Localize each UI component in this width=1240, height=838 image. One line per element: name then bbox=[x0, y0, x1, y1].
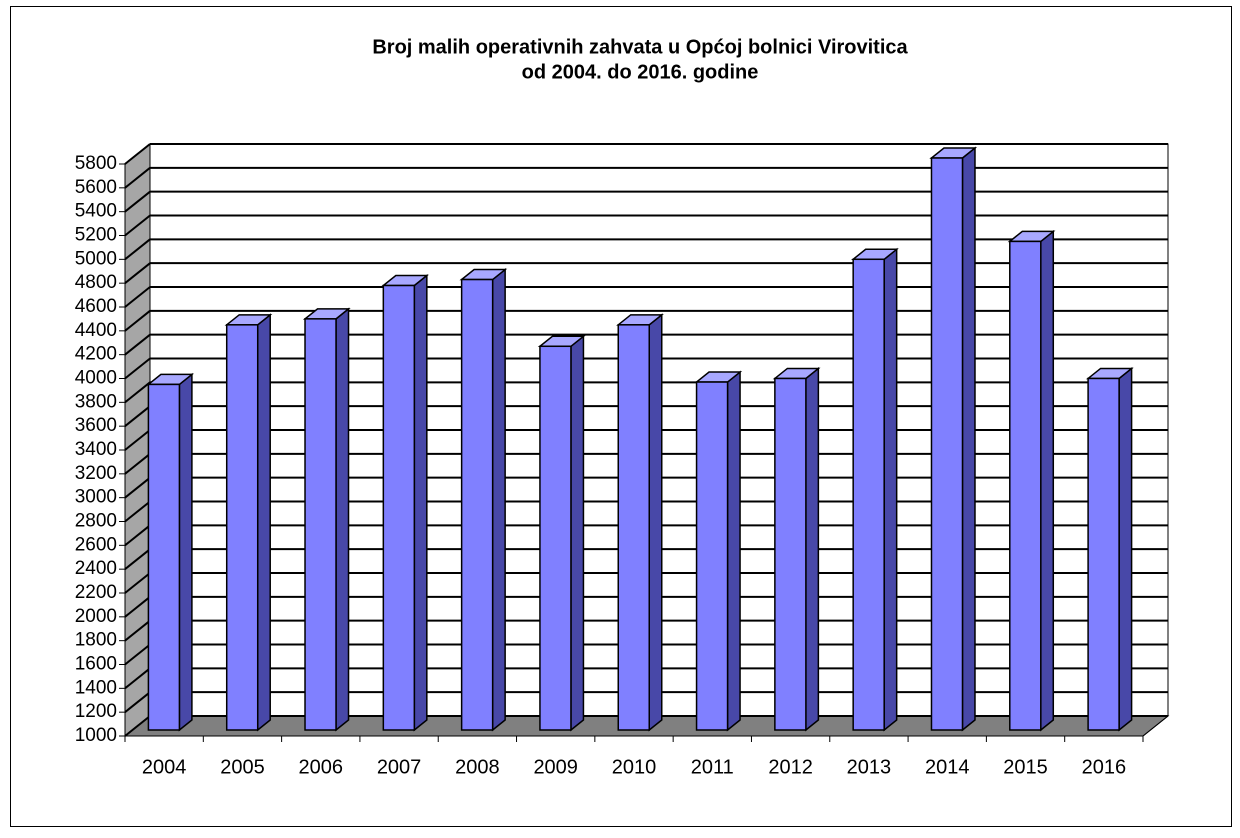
y-tick-label: 3600 bbox=[75, 415, 117, 436]
grid-line-side bbox=[124, 548, 151, 570]
bar bbox=[930, 157, 964, 731]
y-tick-label: 1000 bbox=[75, 725, 117, 746]
bar-side bbox=[570, 334, 585, 732]
grid-line-side bbox=[124, 524, 151, 547]
chart-subtitle: od 2004. do 2016. godine bbox=[522, 61, 759, 83]
y-tick-label: 5200 bbox=[75, 225, 117, 246]
grid-line-side bbox=[124, 143, 151, 165]
bar-side bbox=[1040, 229, 1055, 732]
grid-line-side bbox=[124, 667, 151, 690]
bar bbox=[304, 318, 337, 731]
y-tick-label: 1800 bbox=[75, 630, 117, 651]
grid-line-side bbox=[124, 167, 151, 189]
y-tick-label: 4000 bbox=[75, 368, 117, 389]
grid-line-side bbox=[124, 476, 151, 499]
bar-side bbox=[1118, 366, 1133, 732]
grid-line-side bbox=[124, 381, 151, 404]
bar-side bbox=[961, 146, 976, 732]
bar-side bbox=[491, 267, 506, 732]
bar bbox=[617, 324, 650, 731]
y-tick-label: 2800 bbox=[75, 511, 117, 532]
y-tick-label: 1400 bbox=[75, 677, 117, 698]
x-tick-label: 2005 bbox=[220, 756, 265, 778]
x-tick-label: 2004 bbox=[142, 756, 187, 778]
grid-line-side bbox=[124, 333, 151, 356]
grid-line-side bbox=[124, 357, 151, 380]
bar bbox=[539, 345, 572, 731]
y-tick-label: 2600 bbox=[75, 534, 117, 555]
y-tick-label: 4200 bbox=[75, 344, 117, 365]
bar-side bbox=[648, 313, 663, 732]
grid-line-side bbox=[124, 715, 151, 737]
x-tick-label: 2013 bbox=[847, 756, 892, 778]
y-tick-label: 2200 bbox=[75, 582, 117, 603]
grid-line-side bbox=[124, 572, 151, 594]
bar-side bbox=[883, 247, 898, 732]
grid-line-side bbox=[124, 238, 151, 261]
grid-line-side bbox=[124, 691, 151, 713]
x-tick-label: 2011 bbox=[691, 756, 734, 778]
y-tick-label: 5800 bbox=[75, 153, 117, 174]
y-tick-label: 4800 bbox=[75, 272, 117, 293]
x-tick-label: 2016 bbox=[1082, 756, 1127, 778]
bar-side bbox=[178, 372, 193, 732]
bar bbox=[147, 383, 181, 731]
bar bbox=[460, 278, 494, 731]
grid-line-side bbox=[124, 453, 151, 475]
bar bbox=[1087, 377, 1120, 731]
y-tick-label: 1200 bbox=[75, 701, 117, 722]
bar-side bbox=[413, 273, 428, 732]
x-tick-label: 2006 bbox=[299, 756, 344, 778]
bar-side bbox=[805, 366, 820, 732]
grid-line-side bbox=[124, 429, 151, 451]
y-tick-label: 3800 bbox=[75, 391, 117, 412]
grid-line-side bbox=[124, 643, 151, 666]
grid-line-side bbox=[124, 310, 151, 332]
y-tick-label: 1600 bbox=[75, 654, 117, 675]
grid-line-side bbox=[124, 214, 151, 237]
bar bbox=[225, 324, 259, 731]
grid-line-side bbox=[124, 619, 151, 642]
bar-side bbox=[256, 313, 271, 732]
floor-edge bbox=[1142, 715, 1169, 737]
x-tick-label: 2008 bbox=[455, 756, 500, 778]
y-tick-label: 4600 bbox=[75, 296, 117, 317]
bar bbox=[695, 381, 729, 731]
bar-side bbox=[726, 370, 741, 732]
y-tick-label: 5600 bbox=[75, 177, 117, 198]
bar bbox=[1009, 240, 1042, 731]
y-tick-label: 3000 bbox=[75, 487, 117, 508]
y-tick-label: 3200 bbox=[75, 463, 117, 484]
bar bbox=[382, 284, 416, 731]
chart-title: Broj malih operativnih zahvata u Općoj b… bbox=[372, 36, 908, 58]
x-tick-label: 2010 bbox=[612, 756, 657, 778]
grid-line-side bbox=[124, 405, 151, 427]
bar-side bbox=[335, 307, 350, 732]
y-tick-label: 2400 bbox=[75, 558, 117, 579]
grid-line-side bbox=[124, 500, 151, 523]
grid-line-side bbox=[124, 596, 151, 618]
bar bbox=[774, 377, 807, 731]
y-tick-label: 3400 bbox=[75, 439, 117, 460]
y-tick-label: 5000 bbox=[75, 248, 117, 269]
x-tick-label: 2015 bbox=[1003, 756, 1048, 778]
x-tick-label: 2014 bbox=[925, 756, 970, 778]
bar bbox=[852, 258, 885, 731]
y-tick-label: 4400 bbox=[75, 320, 117, 341]
grid-line-side bbox=[124, 190, 151, 213]
grid-line-side bbox=[124, 286, 151, 308]
x-tick-label: 2012 bbox=[768, 756, 813, 778]
y-tick-label: 2000 bbox=[75, 606, 117, 627]
grid-line-side bbox=[124, 262, 151, 284]
x-tick-label: 2009 bbox=[533, 756, 578, 778]
x-tick-label: 2007 bbox=[377, 756, 422, 778]
y-tick-label: 5400 bbox=[75, 201, 117, 222]
